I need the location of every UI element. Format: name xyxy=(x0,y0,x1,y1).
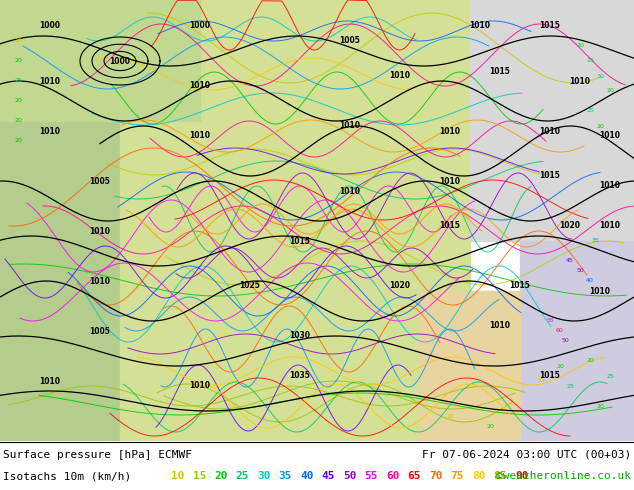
Text: 1020: 1020 xyxy=(389,281,410,291)
Text: 20: 20 xyxy=(214,471,228,481)
Text: 20: 20 xyxy=(556,364,564,368)
Text: 1005: 1005 xyxy=(340,36,361,46)
Text: 1010: 1010 xyxy=(339,187,361,196)
Text: 75: 75 xyxy=(451,471,464,481)
Text: 1005: 1005 xyxy=(89,326,110,336)
Text: 20: 20 xyxy=(596,403,604,409)
Text: 1015: 1015 xyxy=(510,281,531,291)
Text: 1010: 1010 xyxy=(190,81,210,91)
Text: 1015: 1015 xyxy=(540,22,560,30)
Text: 1030: 1030 xyxy=(290,332,311,341)
Text: 1000: 1000 xyxy=(110,56,131,66)
Text: 10: 10 xyxy=(171,471,184,481)
Text: 20: 20 xyxy=(14,58,22,64)
Text: 25: 25 xyxy=(586,108,594,114)
Text: ©weatheronline.co.uk: ©weatheronline.co.uk xyxy=(496,471,631,481)
Text: 1010: 1010 xyxy=(569,76,590,85)
Text: 1010: 1010 xyxy=(470,22,491,30)
Bar xyxy=(120,0,470,441)
Text: 40: 40 xyxy=(586,278,594,284)
Text: 25: 25 xyxy=(14,78,22,83)
Text: 1010: 1010 xyxy=(39,76,60,85)
Text: 1015: 1015 xyxy=(439,221,460,230)
Text: 20: 20 xyxy=(596,123,604,128)
Text: 15: 15 xyxy=(193,471,206,481)
Text: 55: 55 xyxy=(365,471,378,481)
Bar xyxy=(0,0,200,121)
Text: 25: 25 xyxy=(235,471,249,481)
Text: 1020: 1020 xyxy=(559,221,581,230)
Text: 1000: 1000 xyxy=(190,22,210,30)
Text: 1010: 1010 xyxy=(600,131,621,141)
Text: 1000: 1000 xyxy=(39,22,60,30)
Text: 1010: 1010 xyxy=(439,126,460,136)
Text: 1015: 1015 xyxy=(290,237,311,245)
Text: 60: 60 xyxy=(556,328,564,334)
Text: 1005: 1005 xyxy=(89,176,110,186)
Text: 85: 85 xyxy=(493,471,507,481)
Text: 1010: 1010 xyxy=(590,287,611,295)
Text: 35: 35 xyxy=(591,239,599,244)
Text: 55: 55 xyxy=(546,318,554,323)
Text: 1025: 1025 xyxy=(240,281,261,291)
Text: Surface pressure [hPa] ECMWF: Surface pressure [hPa] ECMWF xyxy=(3,450,192,460)
Text: 1010: 1010 xyxy=(89,226,110,236)
Text: Isotachs 10m (km/h): Isotachs 10m (km/h) xyxy=(3,471,131,481)
Text: 80: 80 xyxy=(472,471,486,481)
Text: 1015: 1015 xyxy=(540,172,560,180)
Bar xyxy=(470,0,634,241)
Text: 40: 40 xyxy=(300,471,313,481)
Text: 90: 90 xyxy=(515,471,529,481)
Text: 1010: 1010 xyxy=(190,382,210,391)
Text: 20: 20 xyxy=(14,119,22,123)
Text: 45: 45 xyxy=(566,259,574,264)
Text: 1035: 1035 xyxy=(290,371,311,381)
Text: 20: 20 xyxy=(14,98,22,103)
Text: 45: 45 xyxy=(321,471,335,481)
Text: 30: 30 xyxy=(257,471,271,481)
Text: 1010: 1010 xyxy=(190,131,210,141)
Text: 1015: 1015 xyxy=(540,371,560,381)
Bar xyxy=(0,0,120,441)
Text: 1010: 1010 xyxy=(89,276,110,286)
Text: 1010: 1010 xyxy=(439,176,460,186)
Text: 1010: 1010 xyxy=(389,72,410,80)
Text: 20: 20 xyxy=(576,44,584,49)
Text: 50: 50 xyxy=(561,339,569,343)
Text: 20: 20 xyxy=(586,359,594,364)
Text: 50: 50 xyxy=(576,269,584,273)
Text: 10: 10 xyxy=(446,414,454,418)
Text: 10: 10 xyxy=(536,378,544,384)
Text: 60: 60 xyxy=(386,471,399,481)
Text: 25: 25 xyxy=(606,373,614,378)
Text: 1010: 1010 xyxy=(489,321,510,330)
Text: 25: 25 xyxy=(586,58,594,64)
Text: 1010: 1010 xyxy=(600,221,621,230)
Text: 1015: 1015 xyxy=(489,67,510,75)
Text: 50: 50 xyxy=(343,471,356,481)
Text: 1010: 1010 xyxy=(540,126,560,136)
Text: 20: 20 xyxy=(606,89,614,94)
Text: 65: 65 xyxy=(408,471,421,481)
Text: 70: 70 xyxy=(429,471,443,481)
Text: 1010: 1010 xyxy=(339,122,361,130)
Text: 1010: 1010 xyxy=(39,126,60,136)
Text: 20: 20 xyxy=(14,139,22,144)
Text: 1010: 1010 xyxy=(600,181,621,191)
Text: 20: 20 xyxy=(486,423,494,428)
Text: 30: 30 xyxy=(596,74,604,78)
Bar xyxy=(520,241,634,441)
Text: 25: 25 xyxy=(566,384,574,389)
Bar xyxy=(420,291,520,441)
Text: 1010: 1010 xyxy=(39,376,60,386)
Text: 35: 35 xyxy=(278,471,292,481)
Text: 10: 10 xyxy=(14,39,22,44)
Text: Fr 07-06-2024 03:00 UTC (00+03): Fr 07-06-2024 03:00 UTC (00+03) xyxy=(422,450,631,460)
